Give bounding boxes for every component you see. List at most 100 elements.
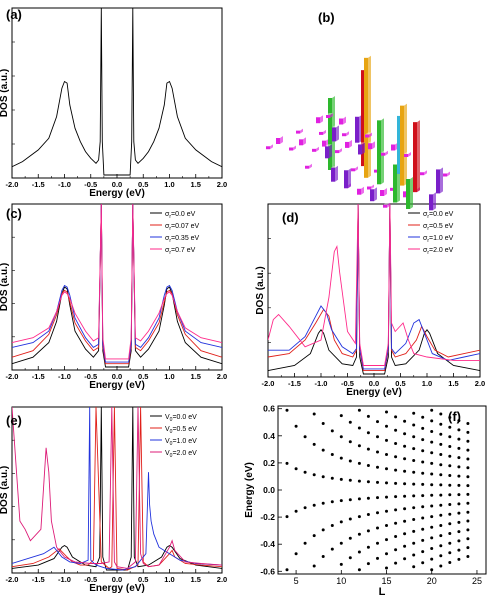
panel-label-f: (f) [448, 409, 461, 424]
data-point-f [457, 428, 461, 432]
data-point-f [321, 422, 325, 425]
data-point-f [366, 414, 370, 418]
data-point-f [430, 515, 434, 519]
bar-b-23 [357, 188, 361, 195]
panel-label-a: (a) [6, 7, 22, 22]
data-point-f [403, 444, 407, 448]
legend-entry-d: σr=0.0 eV [423, 211, 454, 220]
data-point-f [385, 481, 388, 485]
bar-b-39 [393, 164, 397, 203]
data-point-f [412, 565, 416, 569]
bar-b-15-top [335, 148, 342, 151]
bar-b-4-side [303, 137, 306, 146]
data-point-f [439, 564, 443, 568]
data-point-f [312, 412, 316, 416]
data-point-f [466, 439, 470, 443]
bar-b-45-top [406, 177, 413, 179]
data-point-f [376, 541, 379, 545]
bar-b-28 [364, 57, 368, 178]
data-point-f [303, 435, 307, 439]
data-point-f [466, 555, 470, 558]
data-point-f [466, 492, 470, 496]
data-point-f [285, 515, 289, 519]
series-line-c-2 [12, 204, 222, 363]
bar-b-9 [322, 140, 326, 147]
data-point-f [348, 420, 352, 424]
data-point-f [330, 476, 334, 480]
x-tick-label-a: 1.5 [191, 180, 201, 189]
data-point-f [385, 566, 388, 570]
data-point-f [385, 410, 388, 414]
data-point-f [457, 419, 461, 423]
bar-b-45-side [410, 177, 413, 209]
data-point-f [421, 494, 425, 498]
data-point-f [439, 493, 443, 497]
data-point-f [366, 513, 370, 516]
bar-b-6-side [316, 146, 319, 152]
data-point-f [439, 554, 443, 558]
x-tick-label-e: -2.0 [6, 575, 19, 584]
bar-b-22-side [355, 166, 358, 172]
bar-b-9-top [322, 138, 329, 141]
data-point-f [430, 493, 434, 497]
data-point-f [312, 473, 316, 477]
data-point-f [376, 511, 379, 515]
data-point-f [285, 408, 289, 412]
bar-b-30 [358, 144, 362, 155]
bar-b-7 [316, 117, 320, 124]
bar-b-37-side [385, 150, 388, 156]
data-point-f [403, 457, 407, 461]
legend-entry-c: σr=0.0 eV [165, 211, 196, 220]
data-point-f [330, 524, 334, 527]
data-point-f [439, 513, 443, 517]
series-line-c-3 [12, 204, 222, 360]
bar-b-44-top [400, 103, 407, 106]
x-tick-label-a: 2.0 [217, 180, 227, 189]
data-point-f [348, 556, 352, 560]
data-point-f [385, 524, 388, 527]
data-point-f [366, 447, 370, 451]
bar-b-2-side [293, 145, 296, 151]
data-point-f [348, 440, 352, 444]
bar-b-50 [429, 194, 433, 211]
legend-entry-c: σr=0.35 eV [165, 235, 200, 244]
panel-label-b: (b) [318, 10, 335, 25]
bar-b-44 [400, 105, 404, 186]
bar-b-19 [339, 118, 343, 125]
data-point-f [385, 495, 388, 499]
data-point-f [430, 557, 434, 561]
data-point-f [421, 471, 425, 475]
panel-label-e: (e) [6, 413, 22, 428]
series-line-e-3 [12, 407, 222, 569]
data-point-f [285, 568, 289, 572]
data-point-f [430, 472, 434, 476]
bar-b-52-top [443, 171, 450, 174]
data-point-f [394, 535, 398, 538]
bar-b-18-side [348, 168, 351, 189]
x-tick-label-a: 0.0 [112, 180, 122, 189]
x-tick-label-e: -1.0 [58, 575, 71, 584]
data-point-f [385, 453, 388, 456]
bar-b-29-top [370, 187, 377, 190]
bar-b-35-top [383, 202, 390, 205]
data-point-f [457, 520, 461, 524]
data-point-f [385, 467, 388, 471]
bar-b-14-top [326, 113, 333, 115]
bar-b-38 [390, 187, 394, 191]
bar-b-21-top [345, 139, 352, 142]
bar-b-34-side [384, 188, 387, 196]
legend-entry-e: V0=0.0 eV [165, 414, 197, 423]
x-tick-label-a: -1.5 [32, 180, 45, 189]
data-point-f [348, 517, 352, 521]
bar-b-23-top [357, 186, 364, 189]
plot-area-a [12, 8, 222, 176]
bar-b-32 [368, 143, 372, 150]
x-tick-label-c: 0.0 [112, 372, 122, 381]
x-tick-label-f: 20 [427, 576, 437, 586]
data-point-f [385, 552, 388, 556]
plot-area-e [12, 407, 222, 571]
panel-e: -2.0 -1.5 -1.0 -0.5 0.0 0.5 1.0 1.5 2.0 V0=0.0 eV… [6, 406, 227, 584]
x-tick-label-c: 0.5 [138, 372, 148, 381]
data-point-f [394, 415, 398, 419]
data-point-f [412, 506, 416, 510]
